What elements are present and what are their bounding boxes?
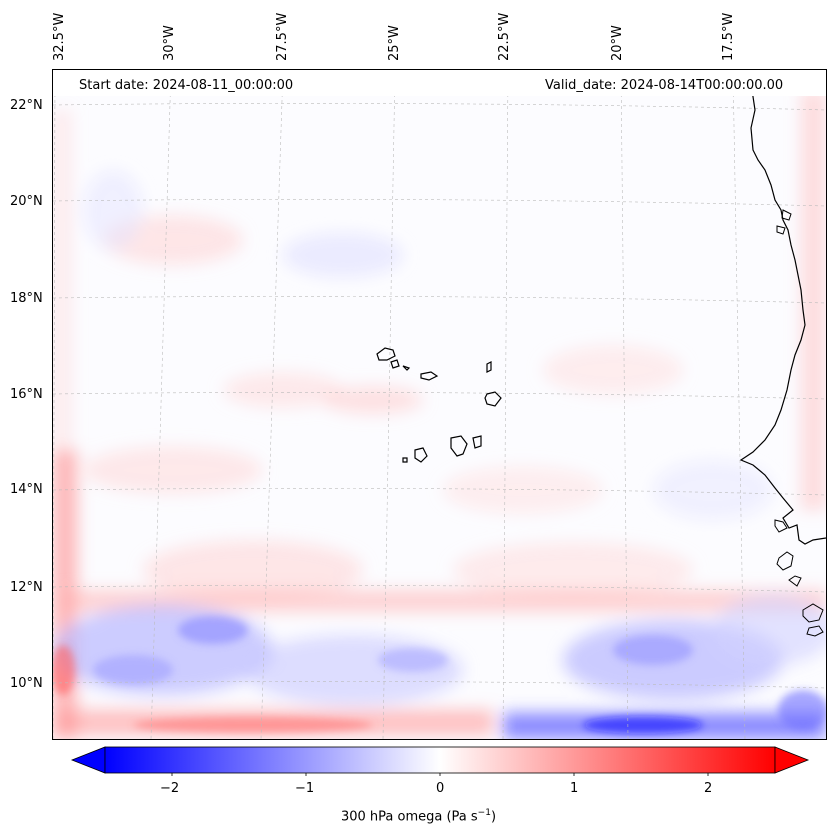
lon-label-25w: 25°W [387,25,402,61]
lat-label-18n: 18°N [10,291,43,306]
graticule [53,70,826,739]
valid-date-label: Valid_date: 2024-08-14T00:00:00.00 [545,78,784,93]
colorbar-ticks [171,773,709,776]
cape-verde-islands [376,347,502,463]
colorbar-tick-label: −1 [295,781,315,796]
omega-field-detail [53,616,826,734]
lon-label-27.5w: 27.5°W [275,12,290,61]
lon-label-17.5w: 17.5°W [721,12,736,61]
map-panel[interactable] [52,69,827,740]
colorbar-tick-label: 0 [436,781,445,796]
colorbar-title: 300 hPa omega (Pa s−1) [340,808,497,825]
colorbar-extend-low [70,746,106,774]
lat-label-22n: 22°N [10,98,43,113]
header-band [53,70,826,96]
lat-label-14n: 14°N [10,482,43,497]
lon-label-22.5w: 22.5°W [497,12,512,61]
colorbar [70,746,810,776]
start-date-label: Start date: 2024-08-11_00:00:00 [79,78,294,93]
lat-label-20n: 20°N [10,194,43,209]
colorbar-gradient [104,746,776,774]
coastline [739,89,826,545]
lon-label-20w: 20°W [610,25,625,61]
lat-label-16n: 16°N [10,387,43,402]
lon-label-30w: 30°W [162,25,177,61]
colorbar-tick-label: 1 [570,781,579,796]
colorbar-tick-label: −2 [160,781,180,796]
colorbar-tick-label: 2 [704,781,713,796]
lat-label-10n: 10°N [10,676,43,691]
lon-label-32.5w: 32.5°W [52,12,67,61]
lat-label-12n: 12°N [10,580,43,595]
colorbar-extend-high [774,746,810,774]
omega-field-map [53,70,826,739]
